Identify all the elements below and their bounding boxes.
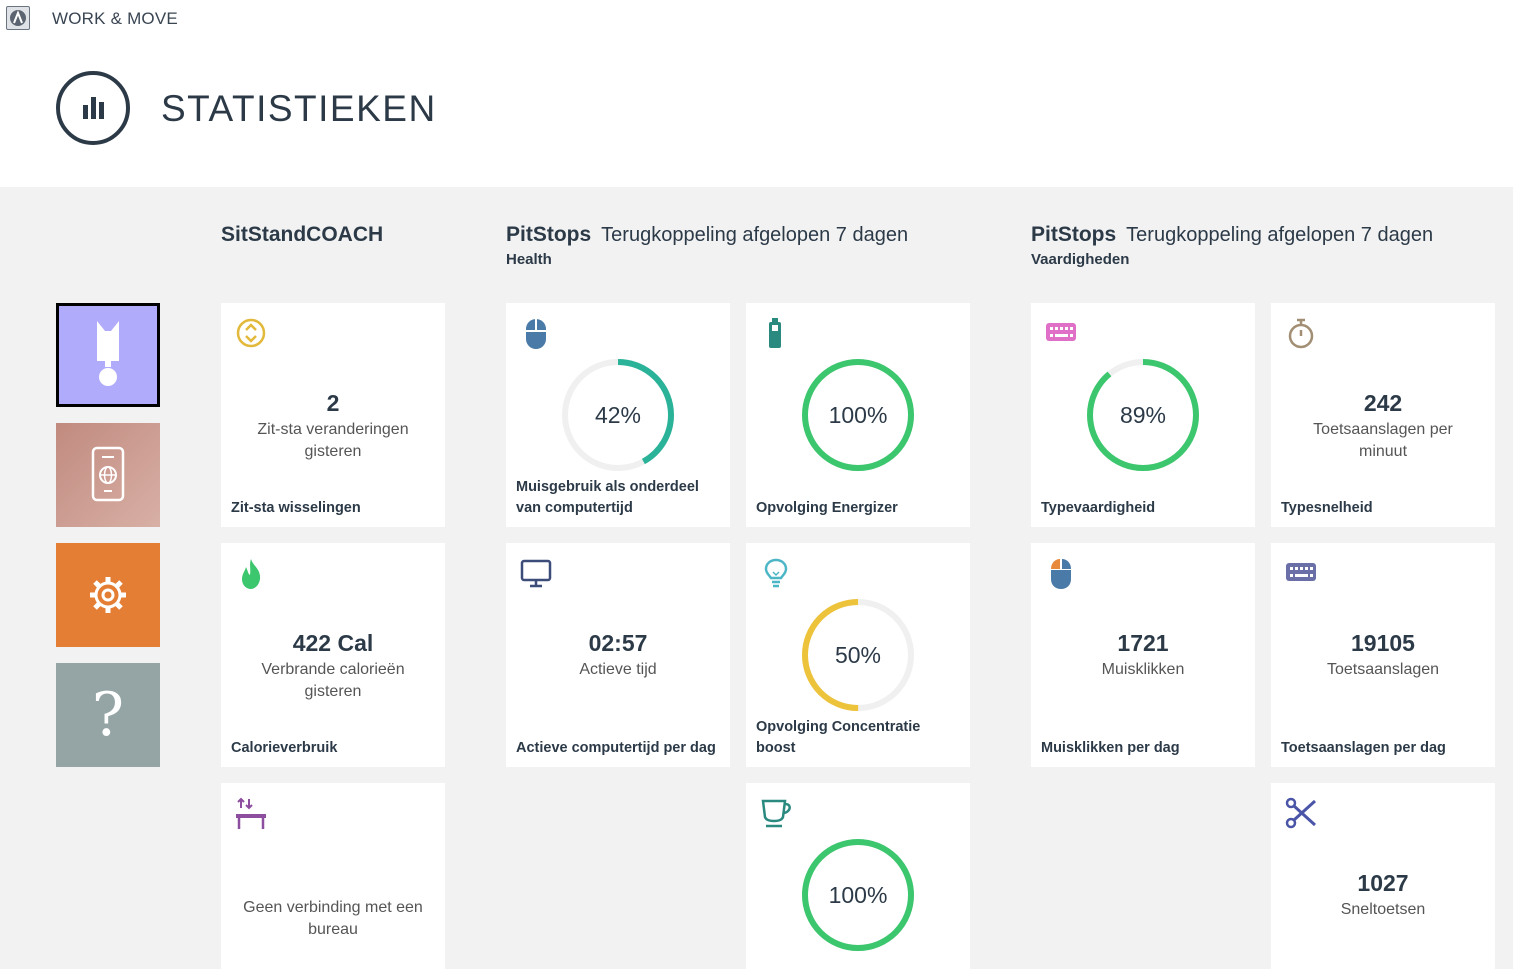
- tile-desk[interactable]: Geen verbinding met een bureau: [221, 783, 445, 969]
- ring-fill: [802, 359, 914, 471]
- tile-typing-speed[interactable]: 242 Toetsaanslagen per minuut Typesnelhe…: [1271, 303, 1495, 527]
- tile-value: 02:57: [588, 630, 648, 656]
- tile-label: Toetsaanslagen per dag: [1281, 740, 1446, 756]
- phone-globe-icon: [91, 446, 125, 502]
- tile-mouse-usage[interactable]: 42% Muisgebruik als onderdeel van comput…: [506, 303, 730, 527]
- tile-description: Muisklikken: [1101, 661, 1185, 678]
- flame-icon: [242, 559, 261, 589]
- monitor-icon: [520, 559, 552, 588]
- tile-concentration[interactable]: 50% Opvolging Concentratie boost: [746, 543, 970, 767]
- progress-ring: [1087, 359, 1199, 471]
- tile-keystrokes[interactable]: 19105 Toetsaanslagen Toetsaanslagen per …: [1271, 543, 1495, 767]
- section-tag: Health: [506, 251, 552, 268]
- title-bar: WORK & MOVE: [0, 0, 1513, 38]
- section-title: SitStandCOACH: [221, 223, 384, 246]
- lightbulb-icon: [764, 558, 788, 588]
- battery-icon: [769, 318, 781, 348]
- nav-settings-button[interactable]: [56, 543, 160, 647]
- cup-icon: [761, 799, 791, 828]
- progress-ring: [802, 839, 914, 951]
- ring-fill: [1087, 359, 1199, 471]
- progress-ring: [802, 599, 914, 711]
- nav-help-button[interactable]: ?: [56, 663, 160, 767]
- page-title: STATISTIEKEN: [161, 88, 437, 129]
- section-tag: Vaardigheden: [1031, 251, 1130, 268]
- mouse-icon: [526, 319, 546, 349]
- ring-percentage: 100%: [828, 401, 888, 428]
- tile-value: 422 Cal: [292, 630, 374, 656]
- tile-value: 19105: [1351, 630, 1415, 656]
- keyboard-icon: [1286, 563, 1316, 581]
- tile-description: Actieve tijd: [579, 661, 657, 678]
- tile-calories[interactable]: 422 Cal Verbrande calorieën gisteren Cal…: [221, 543, 445, 767]
- tile-label: Opvolging Energizer: [756, 500, 898, 516]
- ring-percentage: 100%: [828, 881, 888, 908]
- tile-description: Zit-sta veranderingen gisteren: [257, 421, 409, 460]
- ring-fill: [802, 839, 914, 951]
- tile-mouse-clicks[interactable]: 1721 Muisklikken Muisklikken per dag: [1031, 543, 1255, 767]
- nav-device-button[interactable]: [56, 423, 160, 527]
- tile-value: 242: [1363, 390, 1403, 416]
- tile-label: Typevaardigheid: [1041, 500, 1156, 516]
- tile-typing-skill[interactable]: 89% Typevaardigheid: [1031, 303, 1255, 527]
- tile-label: Muisgebruik als onderdeel van computerti…: [516, 479, 699, 516]
- help-icon: ?: [91, 680, 125, 750]
- keyboard-pink-icon: [1046, 323, 1076, 341]
- ring-percentage: 50%: [834, 641, 882, 668]
- progress-ring: [562, 359, 674, 471]
- standing-desk-icon: [97, 321, 119, 386]
- tile-label: Actieve computertijd per dag: [516, 740, 716, 756]
- tile-value: 1027: [1357, 870, 1409, 896]
- page-header: STATISTIEKEN: [0, 38, 1513, 187]
- statistics-content: ? SitStandCOACH PitStops Terugkoppeling a…: [0, 187, 1513, 969]
- tile-sitstand-changes[interactable]: 2 Zit-sta veranderingen gisteren Zit-sta…: [221, 303, 445, 527]
- scissors-icon: [1285, 797, 1317, 829]
- section-health-header: PitStops Terugkoppeling afgelopen 7 dagen…: [506, 223, 908, 268]
- ring-percentage: 42%: [594, 401, 642, 428]
- tile-message: Geen verbinding met een bureau: [243, 899, 423, 938]
- tile-label: Typesnelheid: [1281, 500, 1373, 516]
- updown-circle-icon: [236, 318, 266, 348]
- app-title: WORK & MOVE: [52, 9, 178, 28]
- tile-description: Toetsaanslagen per minuut: [1313, 421, 1453, 460]
- bar-chart-icon: [56, 71, 130, 145]
- desk-icon: [236, 797, 266, 829]
- mouse-split-icon: [1051, 559, 1071, 589]
- tile-value: 2: [326, 390, 340, 416]
- ring-fill: [562, 359, 674, 471]
- tile-active-time[interactable]: 02:57 Actieve tijd Actieve computertijd …: [506, 543, 730, 767]
- section-subtitle: Terugkoppeling afgelopen 7 dagen: [601, 224, 909, 246]
- app-logo-icon: [6, 6, 30, 30]
- tile-description: Toetsaanslagen: [1326, 661, 1440, 678]
- tile-description: Verbrande calorieën gisteren: [261, 661, 405, 700]
- tile-energizer[interactable]: 100% Opvolging Energizer: [746, 303, 970, 527]
- tile-label: Muisklikken per dag: [1041, 740, 1180, 756]
- tile-label: Zit-sta wisselingen: [231, 500, 361, 516]
- tile-shortcuts[interactable]: 1027 Sneltoetsen: [1271, 783, 1495, 969]
- section-skills-header: PitStops Terugkoppeling afgelopen 7 dagen…: [1031, 223, 1433, 268]
- tile-description: Sneltoetsen: [1340, 901, 1426, 918]
- tile-label: Opvolging Concentratie boost: [756, 719, 921, 756]
- nav-sitstand-button[interactable]: [56, 303, 160, 407]
- section-title: PitStops: [506, 223, 592, 246]
- tile-label: Calorieverbruik: [231, 740, 338, 756]
- tile-value: 1721: [1117, 630, 1169, 656]
- stopwatch-icon: [1288, 318, 1314, 349]
- section-title: PitStops: [1031, 223, 1117, 246]
- ring-fill: [802, 599, 914, 711]
- ring-percentage: 89%: [1119, 401, 1167, 428]
- tile-coffee[interactable]: 100%: [746, 783, 970, 969]
- progress-ring: [802, 359, 914, 471]
- section-sitstand-header: SitStandCOACH: [221, 223, 383, 247]
- gear-icon: [90, 577, 126, 613]
- section-subtitle: Terugkoppeling afgelopen 7 dagen: [1126, 224, 1434, 246]
